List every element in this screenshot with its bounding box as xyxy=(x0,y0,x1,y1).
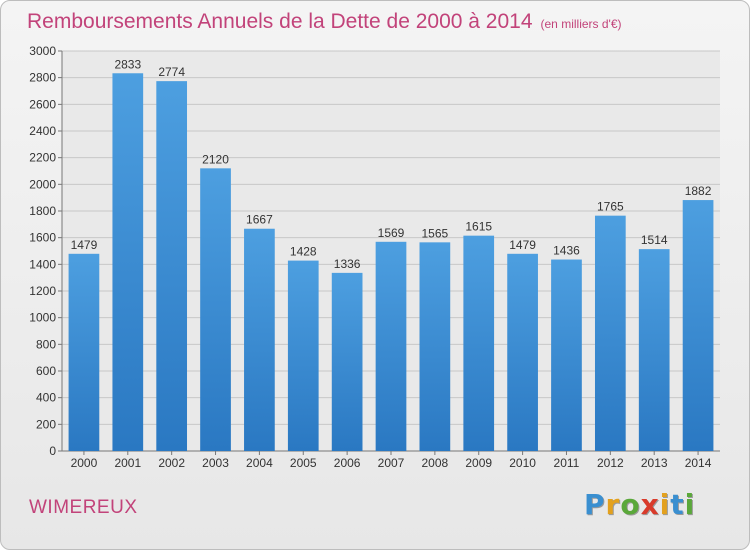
x-tick-label: 2014 xyxy=(685,456,712,470)
bar-value-label: 1514 xyxy=(641,233,668,247)
y-tick-label: 800 xyxy=(36,337,56,351)
bar-value-label: 1428 xyxy=(290,245,317,259)
bar xyxy=(463,235,495,451)
x-tick-label: 2013 xyxy=(641,456,668,470)
x-tick-label: 2005 xyxy=(290,456,317,470)
bar-value-label: 2774 xyxy=(158,65,185,79)
y-tick-label: 1400 xyxy=(29,257,56,271)
bar-value-label: 1667 xyxy=(246,213,273,227)
bar-value-label: 1479 xyxy=(509,238,536,252)
x-tick-label: 2000 xyxy=(71,456,98,470)
y-tick-label: 3000 xyxy=(29,44,56,58)
y-tick-label: 1200 xyxy=(29,284,56,298)
y-tick-label: 0 xyxy=(49,444,56,458)
y-tick-label: 2200 xyxy=(29,151,56,165)
x-tick-label: 2002 xyxy=(158,456,185,470)
chart-title-text: Remboursements Annuels de la Dette de 20… xyxy=(27,10,533,33)
y-tick-label: 400 xyxy=(36,391,56,405)
bar-value-label: 1615 xyxy=(465,220,492,234)
bar-value-label: 1565 xyxy=(422,226,449,240)
x-tick-label: 2009 xyxy=(465,456,492,470)
bar xyxy=(112,73,144,452)
bar xyxy=(68,253,100,451)
logo-letter: r xyxy=(605,488,621,521)
logo-letter: o xyxy=(620,488,641,521)
bar xyxy=(551,259,582,451)
bar xyxy=(331,272,363,451)
y-tick-label: 2400 xyxy=(29,124,56,138)
bar xyxy=(200,168,231,452)
bar xyxy=(507,253,538,451)
bar-value-label: 1569 xyxy=(378,226,405,240)
logo-letter: P xyxy=(584,488,606,521)
x-tick-label: 2012 xyxy=(597,456,624,470)
y-tick-label: 1000 xyxy=(29,311,56,325)
y-tick-label: 2000 xyxy=(29,177,56,191)
x-tick-label: 2004 xyxy=(246,456,273,470)
chart-title: Remboursements Annuels de la Dette de 20… xyxy=(27,10,622,34)
bar-value-label: 1765 xyxy=(597,200,624,214)
x-tick-label: 2008 xyxy=(422,456,449,470)
x-tick-label: 2007 xyxy=(378,456,405,470)
bar-value-label: 2833 xyxy=(114,57,141,71)
x-tick-label: 2001 xyxy=(114,456,141,470)
bar-value-label: 1436 xyxy=(553,244,580,258)
y-tick-label: 2600 xyxy=(29,97,56,111)
bar xyxy=(287,260,319,451)
x-tick-label: 2006 xyxy=(334,456,361,470)
bar xyxy=(244,228,275,451)
y-tick-label: 1800 xyxy=(29,204,56,218)
bar xyxy=(156,81,188,451)
bar xyxy=(375,241,407,451)
bar-value-label: 1479 xyxy=(71,238,98,252)
y-tick-label: 200 xyxy=(36,417,56,431)
bar xyxy=(594,215,626,451)
bar-value-label: 2120 xyxy=(202,152,229,166)
bar xyxy=(638,249,670,451)
commune-name: WIMEREUX xyxy=(29,497,138,518)
logo-letter: i xyxy=(684,488,696,521)
bar-value-label: 1882 xyxy=(685,184,712,198)
y-tick-label: 600 xyxy=(36,364,56,378)
bar-value-label: 1336 xyxy=(334,257,361,271)
chart-unit-label: (en milliers d'€) xyxy=(540,17,622,31)
logo-letter: x xyxy=(640,488,660,521)
proxiti-logo: Proxiti xyxy=(584,488,695,521)
bar xyxy=(419,242,451,451)
bar xyxy=(682,200,714,451)
logo-letter: t xyxy=(670,488,685,521)
x-tick-label: 2011 xyxy=(554,456,580,470)
y-tick-label: 1600 xyxy=(29,231,56,245)
x-tick-label: 2003 xyxy=(202,456,229,470)
y-tick-label: 2800 xyxy=(29,71,56,85)
logo-letter: i xyxy=(659,488,671,521)
x-tick-label: 2010 xyxy=(509,456,536,470)
